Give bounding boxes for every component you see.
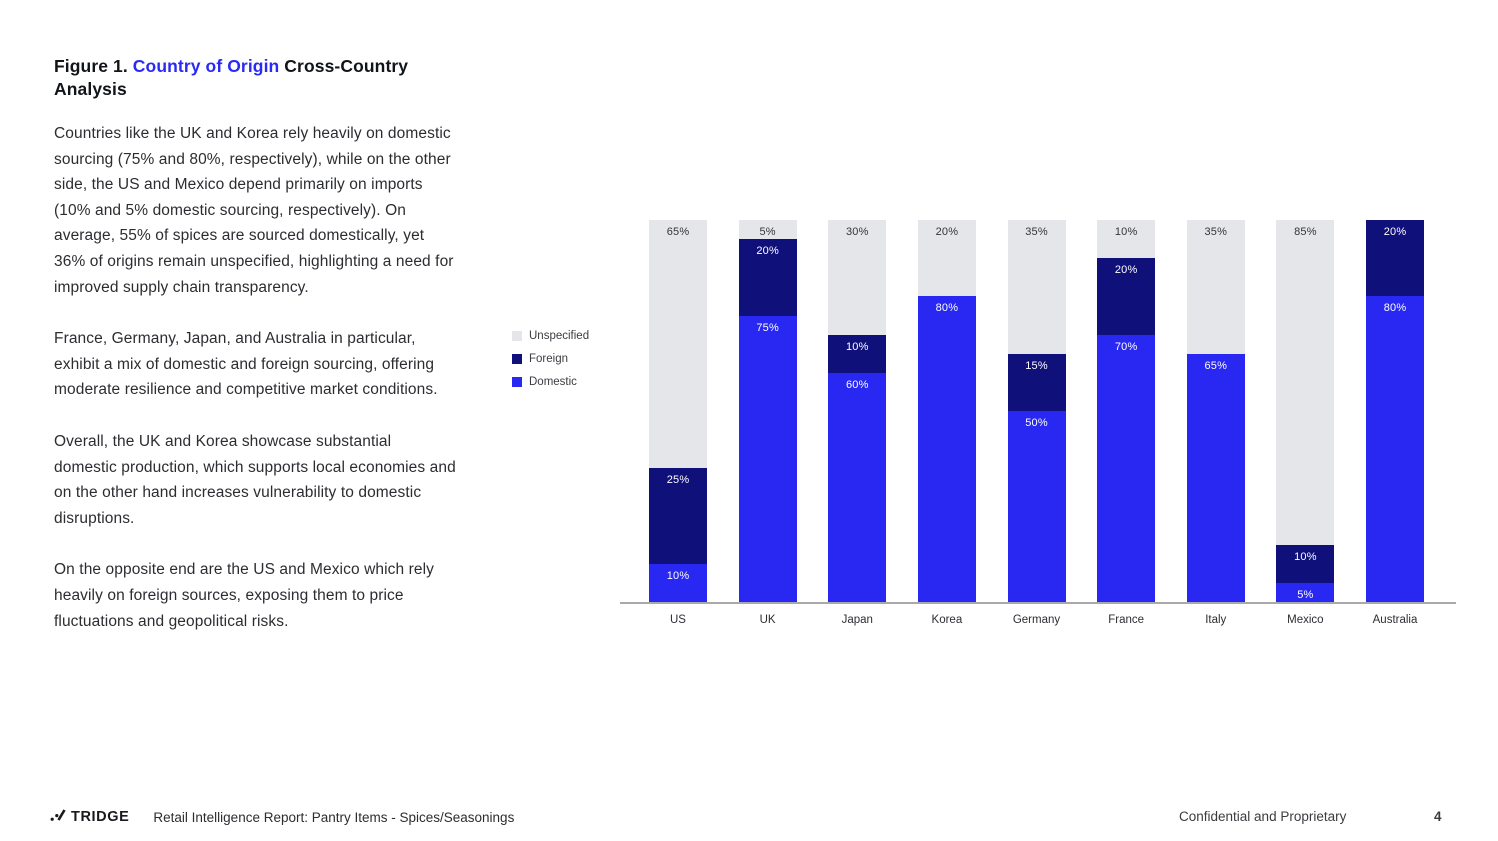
bar-value-label: 80% [935,302,959,315]
bar-germany: 35% 15% 50% [1007,220,1066,602]
x-axis-label-france: France [1108,614,1145,626]
bar-value-label: 20% [935,226,959,239]
bar-value-label: 20% [1114,264,1138,277]
bar-value-label: 10% [1294,550,1317,563]
bar-value-label: 35% [1204,226,1228,239]
bar-segment-foreign-france: 20% [1097,258,1156,335]
bar-segment-domestic-korea: 80% [917,296,976,602]
legend-item-domestic: Domestic [512,376,589,388]
bar-value-label: 20% [1383,226,1407,239]
bar-korea: 20% 80% [917,220,976,602]
bar-segment-unspecified-germany: 35% [1007,220,1066,354]
bar-segment-unspecified-japan: 30% [828,220,887,335]
legend-label-foreign: Foreign [529,353,568,365]
tridge-logo-icon [50,807,66,827]
figure-title: Figure 1. Country of Origin Cross-Countr… [54,55,458,100]
bar-value-label: 60% [845,378,869,391]
bar-segment-unspecified-korea: 20% [917,220,976,297]
x-axis-label-japan: Japan [841,614,873,626]
figure-paragraph-1: Countries like the UK and Korea rely hea… [54,125,454,296]
bar-value-label: 70% [1114,340,1138,353]
x-axis-label-australia: Australia [1372,614,1418,626]
bar-segment-domestic-germany: 50% [1007,411,1066,602]
tridge-logo-text: TRIDGE [71,809,130,825]
footer-left: TRIDGE Retail Intelligence Report: Pantr… [50,806,514,828]
legend-swatch-foreign [512,354,522,364]
bar-value-label: 65% [666,226,690,239]
bar-france: 10% 20% 70% [1097,220,1156,602]
x-axis-label-uk: UK [759,614,776,626]
bar-value-label: 5% [759,226,776,239]
bar-uk: 5% 20% 75% [738,220,797,602]
bar-mexico: 85% 10% 5% [1276,220,1335,602]
bar-value-label: 15% [1025,359,1048,372]
bar-japan: 30% 10% 60% [828,220,887,602]
x-axis-label-germany: Germany [1012,614,1061,626]
bar-value-label: 75% [756,321,779,334]
x-axis-label-italy: Italy [1205,614,1227,626]
bar-segment-unspecified-mexico: 85% [1276,220,1335,545]
legend-item-unspecified: Unspecified [512,330,589,342]
legend-item-foreign: Foreign [512,353,589,365]
figure-title-highlight: Country of Origin [132,56,280,76]
bar-segment-unspecified-italy: 35% [1186,220,1245,354]
bar-segment-domestic-mexico: 5% [1276,582,1335,602]
bar-australia: 20% 80% [1366,220,1424,602]
figure-paragraph-4: On the opposite end are the US and Mexic… [54,561,434,630]
bar-segment-unspecified-uk: 5% [738,220,797,240]
bar-segment-domestic-us: 10% [649,563,707,602]
bar-value-label: 35% [1025,226,1048,239]
figure-text-column: Figure 1. Country of Origin Cross-Countr… [54,55,458,660]
bar-value-label: 10% [845,340,869,353]
legend-swatch-domestic [512,377,522,387]
bar-italy: 35% 65% [1186,220,1245,602]
bar-segment-foreign-japan: 10% [828,334,887,373]
figure-title-prefix: Figure 1. [54,56,133,76]
bar-segment-domestic-italy: 65% [1186,353,1245,602]
bar-value-label: 85% [1294,226,1317,239]
legend-label-unspecified: Unspecified [529,330,590,342]
bar-value-label: 30% [845,226,869,239]
bar-segment-domestic-japan: 60% [828,372,887,602]
bar-value-label: 5% [1297,588,1314,601]
bar-segment-foreign-uk: 20% [738,239,797,316]
x-axis-labels: US UK Japan Korea Germany France Italy Mexico Au… [649,614,1424,626]
bar-value-label: 10% [1114,226,1138,239]
bars-row: 65% 25% 10% 5% 20% 75% 30% 10% 60% 20% 80% 35% 15% 50… [649,220,1424,602]
legend-label-domestic: Domestic [529,376,577,388]
bar-value-label: 65% [1204,359,1228,372]
bar-segment-domestic-france: 70% [1097,334,1156,602]
bar-segment-foreign-germany: 15% [1007,353,1066,411]
bar-us: 65% 25% 10% [649,220,707,602]
bar-segment-unspecified-us: 65% [649,220,707,469]
bar-segment-foreign-us: 25% [649,468,707,564]
bar-value-label: 10% [666,569,690,582]
bar-value-label: 50% [1025,417,1048,429]
tridge-logo: TRIDGE [50,807,129,827]
bar-value-label: 80% [1383,302,1407,315]
bar-segment-foreign-australia: 20% [1366,220,1424,297]
footer-confidential: Confidential and Proprietary [1179,809,1347,824]
figure-paragraph-2: France, Germany, Japan, and Australia in… [54,330,438,399]
bar-segment-foreign-mexico: 10% [1276,544,1335,583]
chart-legend: Unspecified Foreign Domestic [512,330,589,399]
chart-plot-area: 65% 25% 10% 5% 20% 75% 30% 10% 60% 20% 80% 35% 15% 50… [620,220,1456,626]
bar-segment-domestic-australia: 80% [1366,296,1424,602]
bar-segment-unspecified-france: 10% [1097,220,1156,259]
bar-segment-domestic-uk: 75% [738,315,797,602]
x-axis-label-mexico: Mexico [1287,614,1324,626]
footer-page-number: 4 [1434,809,1442,824]
bar-value-label: 25% [666,474,690,487]
x-axis-label-us: US [670,614,686,626]
figure-paragraph-3: Overall, the UK and Korea showcase subst… [54,432,456,527]
legend-swatch-unspecified [512,331,522,341]
x-axis-label-korea: Korea [931,614,963,626]
figure-title-suffix: Cross-Country Analysis [54,56,409,99]
figure-paragraphs: Countries like the UK and Korea rely hea… [54,121,458,634]
footer-report-title: Retail Intelligence Report: Pantry Items… [153,809,515,825]
bar-value-label: 20% [756,245,779,258]
